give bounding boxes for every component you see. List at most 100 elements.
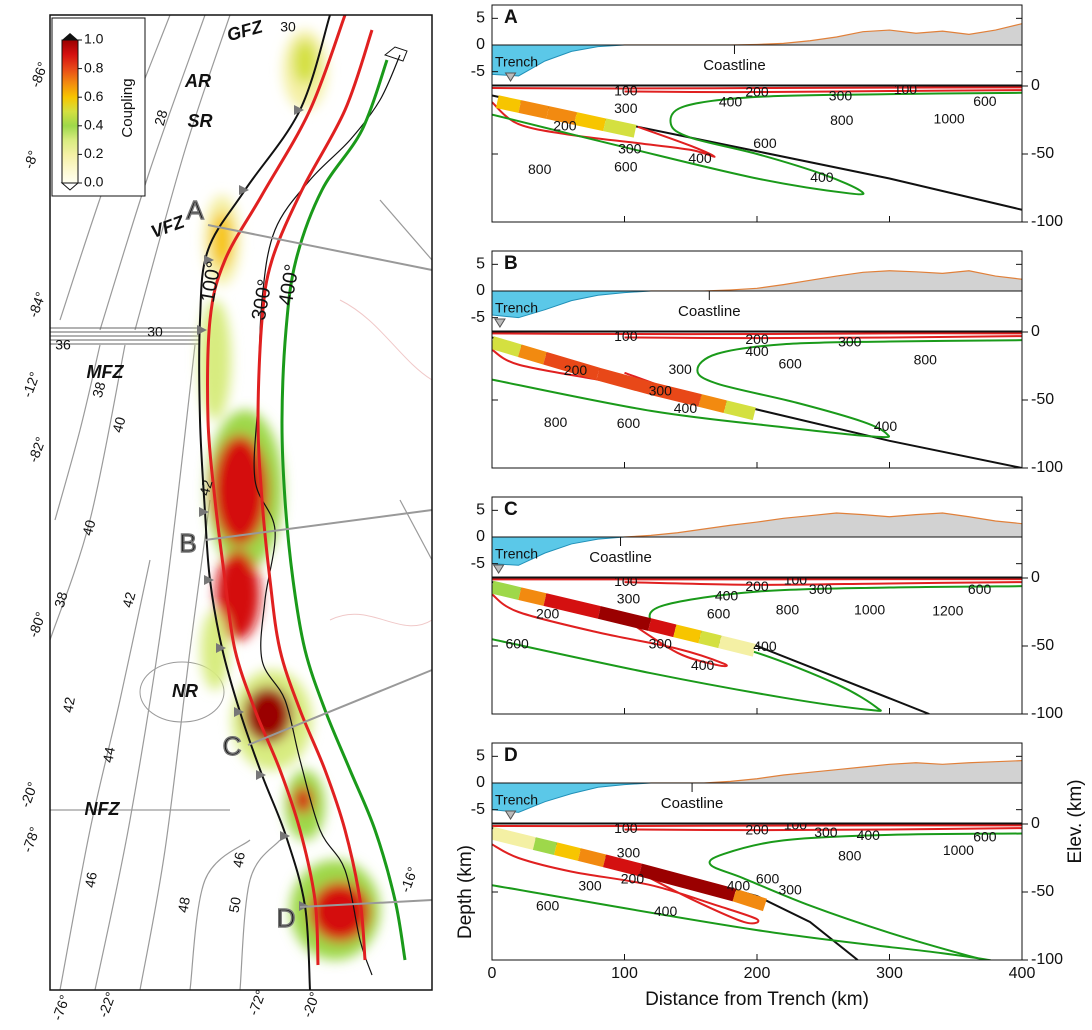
trench-tooth xyxy=(216,643,226,653)
trench-tooth xyxy=(239,185,249,195)
age-label: 42 xyxy=(196,478,216,497)
y2-tick-label: 0 xyxy=(476,282,485,299)
x-tick-label: 0 xyxy=(488,965,497,982)
y-tick-label: 0 xyxy=(1031,77,1040,94)
trench-tooth xyxy=(204,575,214,585)
seafloor-line xyxy=(399,499,432,561)
coupling-segment xyxy=(596,367,653,395)
isotherm xyxy=(492,593,728,668)
contour-label: 200 xyxy=(745,331,769,347)
contour-label: 300 xyxy=(809,581,833,597)
contour-label: 400 xyxy=(857,827,881,843)
coupling-segment xyxy=(698,630,722,649)
coupling-segment xyxy=(718,635,756,657)
coupling-patch xyxy=(211,212,233,268)
coupling-segment xyxy=(597,606,652,631)
coupling-segment xyxy=(492,826,536,850)
contour-label: 100 xyxy=(784,817,808,833)
contour-label: 600 xyxy=(536,898,560,914)
coast-label: Coastline xyxy=(678,303,741,320)
y-tick-label: 0 xyxy=(1031,323,1040,340)
contour-label: 600 xyxy=(973,93,997,109)
trench-label: Trench xyxy=(495,792,538,808)
contour-label: 800 xyxy=(528,161,552,177)
isotherm xyxy=(492,832,1022,960)
contour-label: 300 xyxy=(614,100,638,116)
contour-label: 600 xyxy=(968,581,992,597)
contour-label: 600 xyxy=(707,605,731,621)
profile-line xyxy=(204,509,433,541)
isotherm xyxy=(492,339,1022,439)
age-label: 30 xyxy=(280,19,296,35)
contour-label: 800 xyxy=(830,112,854,128)
contour-label: 400 xyxy=(753,638,777,654)
age-label: 30 xyxy=(147,324,163,340)
coordinate-label: -72° xyxy=(245,988,269,1018)
bathymetry xyxy=(492,291,1022,318)
contour-label: 400 xyxy=(715,588,739,604)
y2-tick-label: 5 xyxy=(476,10,485,27)
contour-label: 100 xyxy=(614,820,638,836)
seafloor-line xyxy=(94,344,196,990)
colorbar-tick-label: 0.4 xyxy=(84,117,104,133)
coupling-patch xyxy=(199,300,231,420)
contour-label: 100 xyxy=(894,81,918,97)
isotherm-line xyxy=(206,15,347,966)
seafloor-line xyxy=(139,499,211,990)
trench-marker xyxy=(492,564,505,574)
colorbar xyxy=(61,39,79,184)
coupling-segment xyxy=(648,618,677,638)
contour-label: 600 xyxy=(756,870,780,886)
trench-marker xyxy=(504,72,517,82)
seafloor-line xyxy=(59,559,151,990)
profile-letter: C xyxy=(223,731,242,761)
coupling-segment xyxy=(603,118,637,138)
age-label: 36 xyxy=(55,337,71,353)
y-tick-label: -50 xyxy=(1031,883,1054,900)
panel-title: C xyxy=(504,499,518,520)
colorbar-tick-label: 1.0 xyxy=(84,31,104,47)
coast-label: Coastline xyxy=(589,549,652,566)
y2-tick-label: -5 xyxy=(471,801,485,818)
coupling-segment xyxy=(723,400,756,421)
isotherm xyxy=(492,101,716,158)
isotherm xyxy=(492,91,1022,196)
contour-label: 1000 xyxy=(943,842,974,858)
coupling-segment xyxy=(638,863,737,902)
contour-label: 300 xyxy=(829,88,853,104)
coupling-segment xyxy=(698,394,727,413)
y-tick-label: -50 xyxy=(1031,145,1054,162)
feature-label: MFZ xyxy=(87,362,125,382)
y2-tick-label: 0 xyxy=(476,36,485,53)
contour-label: 300 xyxy=(649,383,673,399)
map-frame xyxy=(49,14,433,991)
x-tick-label: 300 xyxy=(876,965,903,982)
land-lines xyxy=(329,299,432,627)
profile-line xyxy=(247,669,433,746)
coordinate-label: -20° xyxy=(17,780,41,810)
contour-label: 600 xyxy=(614,158,638,174)
contour-label: 200 xyxy=(536,605,560,621)
trench-tooth xyxy=(280,831,290,841)
contour-label: 400 xyxy=(745,343,769,359)
coupling-patch xyxy=(201,610,229,690)
x-tick-label: 400 xyxy=(1009,965,1036,982)
coordinate-label: -84° xyxy=(25,290,49,320)
topography-line xyxy=(617,512,1022,537)
topography-line xyxy=(641,270,1022,291)
y-tick-label: -100 xyxy=(1031,705,1063,722)
contour-label: 400 xyxy=(674,400,698,416)
age-label: 42 xyxy=(119,590,139,609)
land xyxy=(492,23,1022,45)
y-axis-label: Depth (km) xyxy=(455,845,476,939)
colorbar-tick-label: 0.6 xyxy=(84,88,104,104)
contour-label: 1200 xyxy=(932,603,963,619)
contour-label: 600 xyxy=(778,355,802,371)
coordinate-label: -20° xyxy=(299,990,323,1020)
colorbar-over xyxy=(62,33,78,40)
coordinate-label: -76° xyxy=(49,993,73,1023)
y-tick-label: -50 xyxy=(1031,637,1054,654)
feature-label: AR xyxy=(184,71,211,91)
y2-tick-label: -5 xyxy=(471,555,485,572)
